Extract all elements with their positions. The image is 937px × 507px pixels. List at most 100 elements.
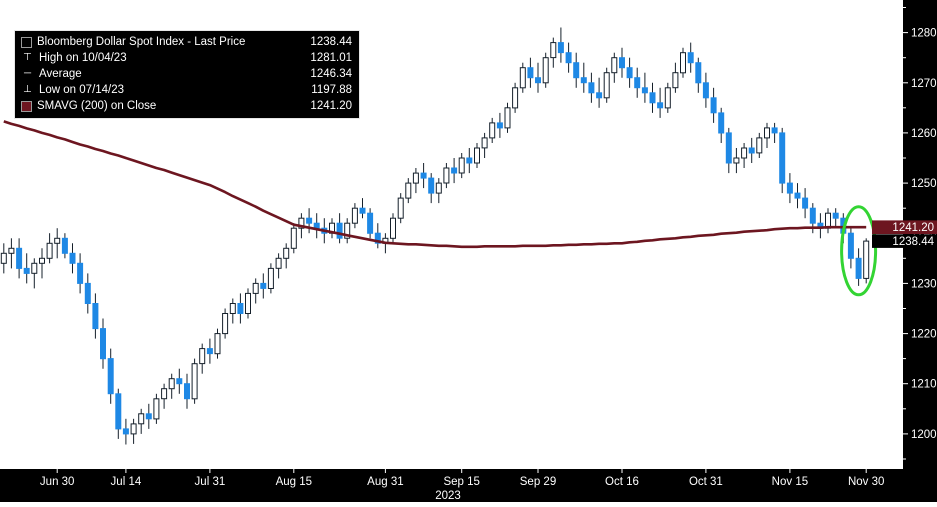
candle [176,378,183,385]
y-axis-label: 1200 [911,429,937,441]
candle [115,393,122,430]
candle [832,212,839,219]
candle [69,252,76,264]
candle [184,383,190,400]
candle [649,92,656,104]
candle [504,107,511,129]
sma-line [3,120,867,249]
candle [466,157,473,164]
candle [779,132,786,184]
candle [290,227,297,249]
candle [298,217,305,229]
candle [191,363,198,400]
candle [351,207,358,224]
x-axis-label: Aug 15 [276,476,312,488]
candle [710,97,717,114]
candle [657,102,664,109]
candle [161,388,168,400]
legend-value: 1281.01 [310,52,352,64]
candle [557,42,564,54]
candle [512,87,519,109]
candle [451,167,458,174]
candle [245,292,251,314]
candle [702,82,709,99]
candle [222,313,229,335]
candle [412,172,419,184]
x-axis-label: Jul 14 [111,476,142,488]
candle [443,167,450,184]
candle [122,428,129,435]
candle [39,257,45,264]
candle [313,222,320,229]
candle [725,132,732,164]
candle [756,137,763,154]
candle [138,413,145,425]
legend-value: 1197.88 [311,84,352,96]
candle [619,57,625,69]
candle [542,57,549,84]
candle [8,247,15,254]
y-axis-label: 1270 [911,78,937,90]
candle [764,127,770,139]
candle [229,303,236,314]
candle [855,257,862,279]
y-axis-label: 1280 [911,28,937,40]
candle [397,197,404,219]
candle [374,232,381,244]
x-axis-label: Sep 29 [520,476,556,488]
candle [23,267,30,274]
y-axis-label: 1230 [911,278,937,290]
candle [496,122,503,129]
legend-value: 1246.34 [310,68,352,80]
candle [687,52,694,64]
candle [527,67,534,79]
candle [54,237,61,244]
price-callout [872,220,937,234]
candle [367,212,374,234]
candle [809,207,816,224]
candle [695,62,702,84]
candle [100,328,106,360]
candle [107,358,114,395]
candle [802,197,809,209]
candle [260,282,267,289]
candle [283,247,290,259]
candle [405,182,412,199]
candle [634,77,641,89]
candle [565,52,572,64]
candle [214,333,221,355]
average-marker-icon: ─ [23,68,32,79]
candle [748,147,755,154]
price-series-swatch-icon [21,36,32,48]
candle [61,237,68,254]
candle [420,172,427,179]
x-axis-label: Sep 15 [443,476,479,488]
candle [130,423,137,435]
candle [489,122,496,139]
candle [626,67,633,79]
candle [359,207,366,214]
legend-row: ─ Average 1246.34 [21,66,352,82]
low-marker-icon: ⊥ [23,84,32,95]
x-axis-strip [0,469,937,502]
candle [252,282,259,294]
x-axis-label: Jul 31 [195,476,226,488]
candle [863,240,870,279]
candle [275,257,282,269]
price-callout-label: 1241.20 [892,222,934,234]
candle [672,72,679,89]
candle [535,77,541,84]
x-axis-label: Nov 15 [772,476,808,488]
candle [77,262,84,284]
candle [92,303,99,330]
candle [847,232,854,259]
price-callout [872,234,937,248]
candle [474,147,480,164]
x-axis-label: Oct 16 [605,476,639,488]
candle [306,217,313,224]
candle [580,77,587,84]
candle [206,348,213,355]
candle [0,252,7,264]
candle [428,177,435,194]
